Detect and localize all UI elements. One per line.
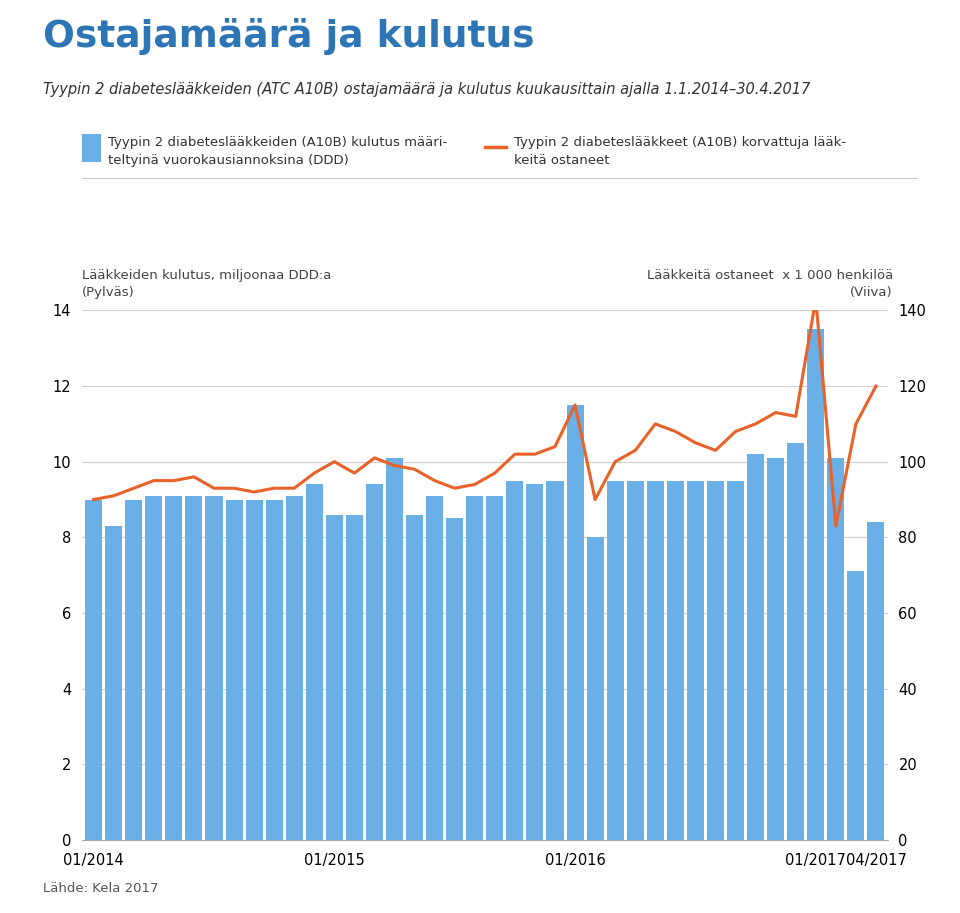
Bar — [346, 515, 363, 840]
Text: Tyypin 2 diabeteslääkkeiden (A10B) kulutus määri-
teltyinä vuorokausiannoksina (: Tyypin 2 diabeteslääkkeiden (A10B) kulut… — [108, 136, 446, 167]
Text: Lähde: Kela 2017: Lähde: Kela 2017 — [43, 882, 158, 895]
Bar — [587, 538, 604, 840]
Bar — [607, 480, 624, 840]
Bar — [647, 480, 663, 840]
Text: Lääkkeitä ostaneet  x 1 000 henkilöä
(Viiva): Lääkkeitä ostaneet x 1 000 henkilöä (Vii… — [646, 269, 893, 299]
Bar — [627, 480, 644, 840]
Bar — [266, 499, 282, 840]
Bar — [226, 499, 243, 840]
Bar — [667, 480, 684, 840]
Bar — [125, 499, 142, 840]
Bar — [487, 496, 503, 840]
Bar — [868, 522, 884, 840]
Bar — [687, 480, 704, 840]
Bar — [325, 515, 343, 840]
Bar — [787, 443, 804, 840]
Bar — [807, 330, 825, 840]
Text: Tyypin 2 diabeteslääkkeiden (ATC A10B) ostajamäärä ja kulutus kuukausittain ajal: Tyypin 2 diabeteslääkkeiden (ATC A10B) o… — [43, 82, 810, 97]
Text: Ostajamäärä ja kulutus: Ostajamäärä ja kulutus — [43, 18, 535, 56]
Bar — [747, 454, 764, 840]
Bar — [246, 499, 263, 840]
Bar — [386, 458, 403, 840]
Bar — [426, 496, 444, 840]
Bar — [506, 480, 523, 840]
Bar — [165, 496, 182, 840]
Bar — [566, 405, 584, 840]
Bar — [707, 480, 724, 840]
Bar — [286, 496, 302, 840]
Bar — [185, 496, 203, 840]
Bar — [85, 499, 102, 840]
Bar — [546, 480, 564, 840]
Text: Tyypin 2 diabeteslääkkeet (A10B) korvattuja lääk-
keitä ostaneet: Tyypin 2 diabeteslääkkeet (A10B) korvatt… — [514, 136, 846, 167]
Bar — [145, 496, 162, 840]
Bar — [467, 496, 483, 840]
Text: Lääkkeiden kulutus, miljoonaa DDD:a
(Pylväs): Lääkkeiden kulutus, miljoonaa DDD:a (Pyl… — [82, 269, 331, 299]
Bar — [106, 526, 122, 840]
Bar — [406, 515, 423, 840]
Bar — [727, 480, 744, 840]
Bar — [446, 519, 464, 840]
Bar — [306, 485, 323, 840]
Bar — [366, 485, 383, 840]
Bar — [767, 458, 784, 840]
Bar — [848, 572, 864, 840]
Bar — [205, 496, 223, 840]
Bar — [828, 458, 845, 840]
Bar — [526, 485, 543, 840]
